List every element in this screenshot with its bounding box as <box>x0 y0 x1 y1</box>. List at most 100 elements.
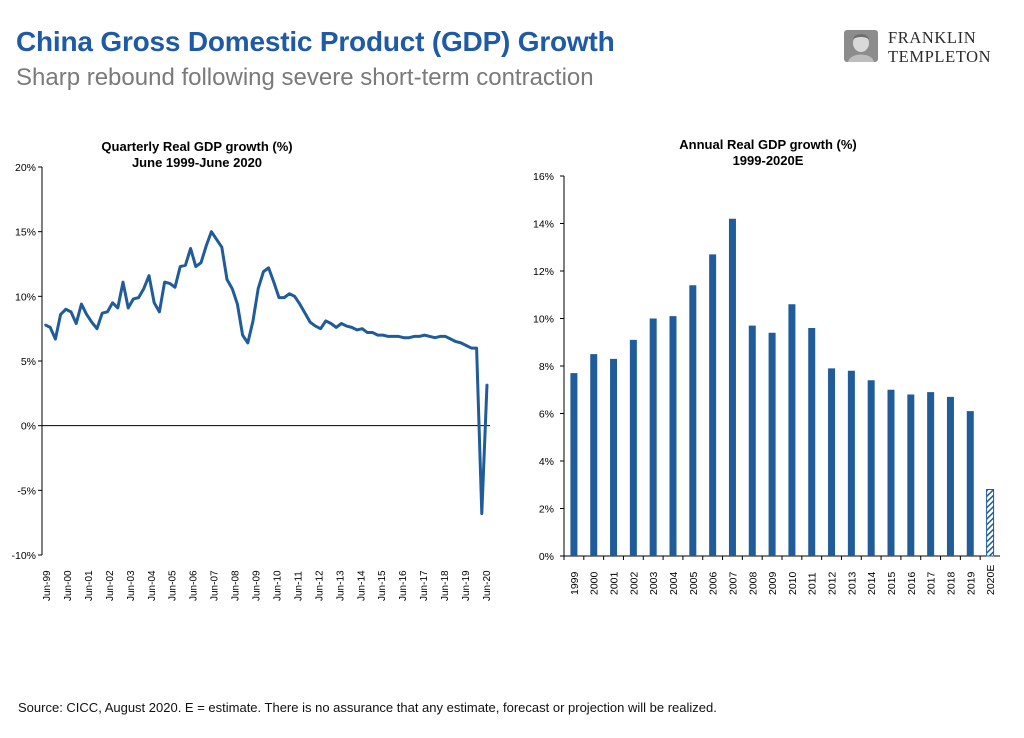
line-chart-data-point <box>226 278 228 281</box>
bar-chart-x-tick-label: 2002 <box>628 571 640 595</box>
franklin-templeton-logo: FRANKLIN TEMPLETON <box>842 26 1012 70</box>
line-chart-x-tick-label: Jun-03 <box>126 570 137 601</box>
line-chart-data-point <box>200 261 202 264</box>
bar-chart-x-tick-label: 2006 <box>708 571 720 595</box>
bar-chart-x-tick-label: 2001 <box>609 571 621 595</box>
line-chart-x-tick-label: Jun-13 <box>335 570 346 601</box>
line-chart-data-point <box>293 295 296 298</box>
line-chart-data-point <box>163 281 166 283</box>
bar-chart-y-tick-label: 10% <box>533 314 554 326</box>
bar-chart-bar <box>570 373 578 556</box>
line-chart-data-point <box>252 320 254 322</box>
line-chart-x-tick-label: Jun-12 <box>314 570 325 601</box>
line-chart-data-point <box>481 512 483 515</box>
line-chart-x-tick-label: Jun-20 <box>482 570 493 601</box>
bar-chart-bar <box>669 316 677 556</box>
bar-chart-x-tick-label: 2011 <box>807 572 819 595</box>
bar-chart-x-tick-label: 2020E <box>985 565 997 595</box>
line-chart-x-tick-label: Jun-02 <box>105 570 116 601</box>
bar-chart-x-tick-label: 2010 <box>787 571 799 595</box>
bar-chart-x-tick-label: 1999 <box>569 571 581 595</box>
line-chart-x-tick-label: Jun-14 <box>356 570 367 601</box>
line-chart-data-point <box>184 264 187 267</box>
bar-chart-y-tick-label: 6% <box>539 409 554 421</box>
line-chart-y-tick-label: -5% <box>17 485 36 497</box>
line-chart-x-tick-label: Jun-00 <box>63 570 74 601</box>
line-chart-data-point <box>325 320 327 322</box>
line-chart-data-point <box>335 326 338 329</box>
bar-chart-x-tick-label: 2015 <box>886 571 898 595</box>
line-chart-y-tick-label: 15% <box>15 227 36 239</box>
line-chart-data-point <box>314 325 317 327</box>
line-chart-data-point <box>278 296 280 299</box>
logo-line-1: FRANKLIN <box>888 28 977 47</box>
bar-chart-x-tick-label: 2009 <box>767 571 779 595</box>
line-chart-data-point <box>153 302 155 304</box>
line-chart-x-tick-label: Jun-01 <box>84 570 95 601</box>
page-title: China Gross Domestic Product (GDP) Growt… <box>16 26 615 57</box>
line-chart-data-point <box>392 335 395 338</box>
line-chart-data-point <box>257 287 260 290</box>
line-chart-data-point <box>330 322 332 325</box>
bar-chart-title: Annual Real GDP growth (%) <box>679 137 856 152</box>
line-chart-data-point <box>449 338 452 340</box>
bar-chart-x-tick-label: 2003 <box>648 571 660 595</box>
line-chart-data-point <box>309 321 312 324</box>
line-chart-y-tick-label: 20% <box>15 162 36 174</box>
line-chart-data-point <box>231 287 233 290</box>
line-chart-x-tick-label: Jun-16 <box>398 570 409 601</box>
line-chart-data-point <box>148 274 150 277</box>
line-chart-data-point <box>403 336 405 339</box>
bar-chart-x-tick-label: 2018 <box>945 571 957 595</box>
line-chart-data-point <box>174 286 176 289</box>
line-chart-data-point <box>158 311 161 313</box>
bar-chart-bar <box>828 368 836 556</box>
line-chart-x-tick-label: Jun-99 <box>42 570 53 601</box>
bar-chart-bar <box>649 318 657 556</box>
bar-chart-bar <box>709 254 717 556</box>
bar-chart-bar <box>808 328 816 556</box>
line-chart-x-tick-label: Jun-07 <box>210 570 221 601</box>
line-chart-data-point <box>408 336 410 339</box>
line-chart-x-tick-label: Jun-05 <box>168 570 179 601</box>
line-chart-y-tick-label: 5% <box>21 356 36 368</box>
line-chart-x-tick-label: Jun-10 <box>272 570 283 601</box>
line-chart-data-point <box>371 331 374 334</box>
line-chart-data-point <box>241 334 244 336</box>
line-chart-data-point <box>387 335 390 338</box>
line-chart-data-point <box>117 307 119 309</box>
bar-chart-y-tick-label: 0% <box>539 551 554 563</box>
source-footnote: Source: CICC, August 2020. E = estimate.… <box>18 700 717 715</box>
bar-chart-bar <box>966 411 974 556</box>
line-chart-data-point <box>262 270 265 273</box>
line-chart-data-point <box>189 247 192 250</box>
bar-chart-bar <box>590 354 598 556</box>
bar-chart-bar <box>768 332 776 556</box>
bar-chart-x-tick-label: 2014 <box>866 571 878 595</box>
page-subtitle: Sharp rebound following severe short-ter… <box>16 64 594 91</box>
line-chart-data-point <box>377 334 379 336</box>
line-chart-x-tick-label: Jun-15 <box>377 570 388 601</box>
bar-chart-x-tick-label: 2012 <box>827 571 839 595</box>
bar-chart-bar <box>907 394 915 556</box>
bar-chart-y-tick-label: 4% <box>539 456 554 468</box>
line-chart-x-tick-label: Jun-08 <box>231 570 242 601</box>
line-chart-title: Quarterly Real GDP growth (%) <box>101 139 292 154</box>
line-chart-data-point <box>413 335 416 338</box>
bar-chart-bar <box>927 392 935 556</box>
bar-chart-bar <box>748 325 756 556</box>
line-chart-data-point <box>111 302 114 304</box>
line-chart-data-point <box>195 265 197 268</box>
line-chart-data-point <box>382 334 384 336</box>
line-chart-data-point <box>356 329 358 331</box>
line-chart-data-point <box>470 347 473 349</box>
line-chart-data-point <box>65 308 67 311</box>
line-chart-data-point <box>179 265 181 268</box>
line-chart-data-point <box>475 347 478 349</box>
line-chart-y-tick-label: 10% <box>15 291 36 303</box>
line-chart-x-tick-label: Jun-17 <box>419 570 430 601</box>
logo-wordmark: FRANKLIN TEMPLETON <box>888 28 991 66</box>
line-chart-data-point <box>91 321 93 324</box>
line-chart-data-point <box>465 344 468 347</box>
